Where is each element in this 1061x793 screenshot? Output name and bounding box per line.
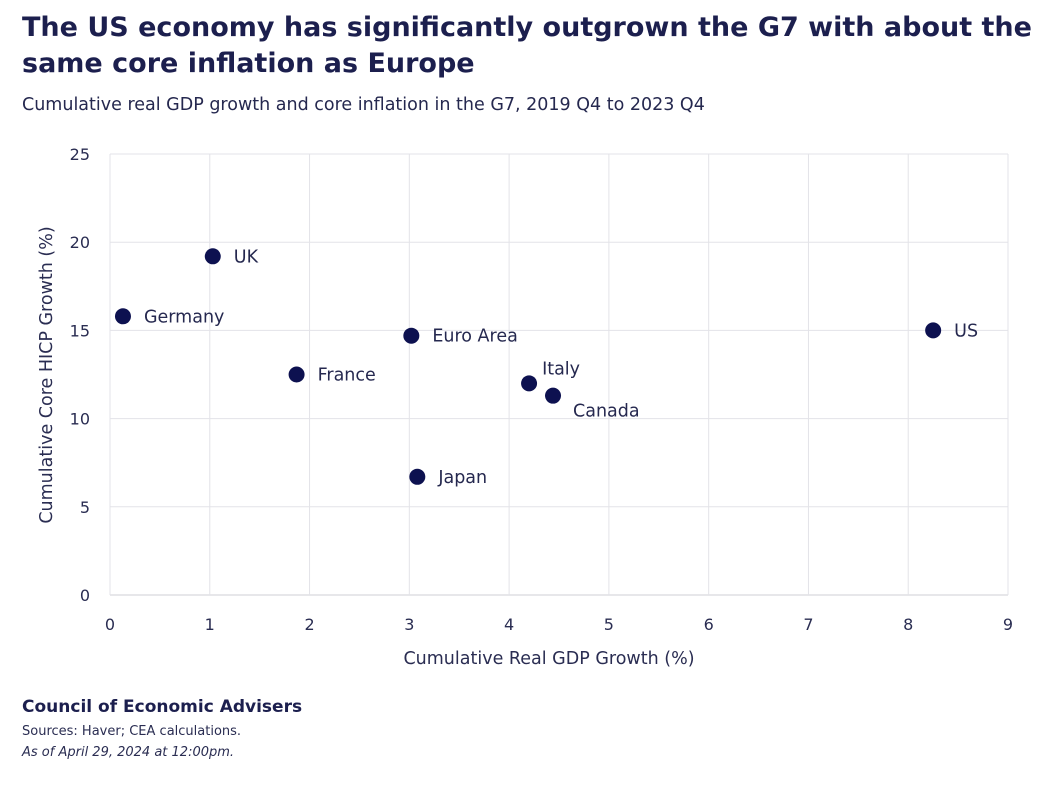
- data-label-us: US: [954, 321, 978, 341]
- tick-labels: 0 5 10 15 20 25 0 1 2 3 4 5 6 7 8 9: [70, 145, 1013, 634]
- chart-subtitle: Cumulative real GDP growth and core infl…: [22, 95, 705, 115]
- x-tick-label: 0: [105, 615, 115, 634]
- data-label-germany: Germany: [144, 307, 224, 327]
- data-label-france: France: [318, 366, 376, 386]
- y-tick-label: 10: [70, 410, 90, 429]
- y-axis-label: Cumulative Core HICP Growth (%): [37, 226, 57, 523]
- x-tick-label: 8: [903, 615, 913, 634]
- data-label-euro-area: Euro Area: [432, 327, 518, 347]
- chart-title: The US economy has significantly outgrow…: [22, 12, 1032, 79]
- data-label-canada: Canada: [573, 402, 640, 422]
- data-point-canada: [545, 387, 562, 404]
- data-point-us: [925, 322, 942, 339]
- y-tick-label: 20: [70, 233, 90, 252]
- data-label-japan: Japan: [437, 468, 487, 488]
- data-point-euro-area: [403, 327, 420, 344]
- footer-as-of: As of April 29, 2024 at 12:00pm.: [22, 745, 235, 760]
- data-point-italy: [521, 375, 538, 392]
- data-label-italy: Italy: [542, 359, 580, 379]
- y-tick-label: 25: [70, 145, 90, 164]
- x-tick-label: 7: [803, 615, 813, 634]
- x-axis-label: Cumulative Real GDP Growth (%): [403, 649, 694, 669]
- x-tick-label: 5: [604, 615, 614, 634]
- x-tick-label: 6: [704, 615, 714, 634]
- x-tick-label: 9: [1003, 615, 1013, 634]
- x-tick-label: 4: [504, 615, 514, 634]
- footer-organization: Council of Economic Advisers: [22, 697, 303, 717]
- grid: [109, 153, 1009, 596]
- data-point-france: [288, 366, 305, 383]
- data-point-germany: [114, 308, 131, 325]
- data-points: UK Germany Euro Area US France Italy Canada Jap…: [114, 247, 978, 488]
- y-tick-label: 15: [70, 321, 90, 340]
- x-tick-label: 2: [304, 615, 314, 634]
- x-tick-label: 1: [205, 615, 215, 634]
- x-tick-label: 3: [404, 615, 414, 634]
- y-tick-label: 0: [80, 586, 90, 605]
- footer-sources: Sources: Haver; CEA calculations.: [22, 724, 242, 739]
- y-tick-label: 5: [80, 498, 90, 517]
- data-point-uk: [204, 248, 221, 265]
- data-point-japan: [409, 468, 426, 485]
- data-label-uk: UK: [234, 247, 259, 267]
